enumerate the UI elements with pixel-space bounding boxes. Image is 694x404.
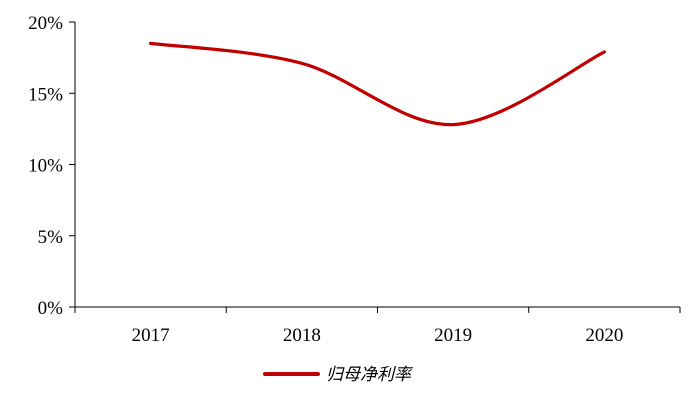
x-tick-labels: 2017 2018 2019 2020 bbox=[132, 325, 624, 346]
y-tick-label: 10% bbox=[28, 156, 63, 177]
legend: 归母净利率 bbox=[263, 365, 414, 385]
axes bbox=[69, 21, 681, 313]
y-tick-label: 20% bbox=[28, 13, 63, 34]
series-line bbox=[149, 41, 606, 127]
series-layer bbox=[149, 41, 606, 127]
y-tick-label: 5% bbox=[38, 227, 64, 248]
x-tick-label: 2020 bbox=[585, 325, 623, 346]
legend-label: 归母净利率 bbox=[326, 365, 414, 385]
x-tick-label: 2019 bbox=[434, 325, 472, 346]
y-tick-label: 15% bbox=[28, 84, 63, 105]
y-tick-labels: 0% 5% 10% 15% 20% bbox=[28, 13, 63, 319]
x-tick-label: 2018 bbox=[283, 325, 321, 346]
x-tick-label: 2017 bbox=[132, 325, 170, 346]
y-tick-label: 0% bbox=[38, 298, 64, 319]
